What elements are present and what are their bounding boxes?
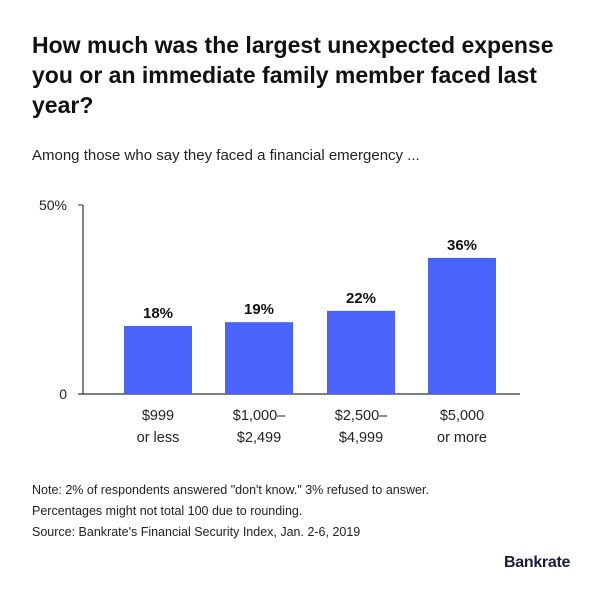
x-tick-label: or more: [437, 430, 487, 446]
bar: [124, 325, 192, 394]
bankrate-logo: Bankrate: [504, 554, 571, 571]
x-tick-label: $2,499: [237, 430, 281, 446]
y-tick-label: 50%: [39, 197, 67, 213]
data-label: 18%: [143, 305, 173, 322]
note-source: Source: Bankrate's Financial Security In…: [32, 525, 361, 539]
note-dont-know: Note: 2% of respondents answered "don't …: [32, 483, 429, 497]
data-label: 22%: [346, 290, 376, 307]
data-label: 19%: [244, 301, 274, 318]
note-rounding: Percentages might not total 100 due to r…: [32, 504, 303, 518]
bar: [225, 322, 293, 394]
x-tick-label: $999: [142, 408, 174, 424]
x-tick-label: or less: [137, 430, 180, 446]
x-tick-label: $2,500–: [335, 408, 388, 424]
x-tick-label: $5,000: [440, 408, 484, 424]
chart-title: How much was the largest unexpected expe…: [32, 32, 554, 118]
chart-subtitle: Among those who say they faced a financi…: [32, 147, 420, 164]
x-tick-label: $4,999: [339, 430, 383, 446]
bar: [327, 310, 395, 394]
data-label: 36%: [447, 237, 477, 254]
x-tick-label: $1,000–: [233, 408, 286, 424]
y-tick-label: 0: [59, 386, 67, 402]
bar-chart: 0 50% 18% $999 or less 19% $1,000– $2,499 22% $2,…: [39, 197, 520, 446]
bar: [428, 257, 496, 394]
notes: Note: 2% of respondents answered "don't …: [32, 480, 429, 543]
